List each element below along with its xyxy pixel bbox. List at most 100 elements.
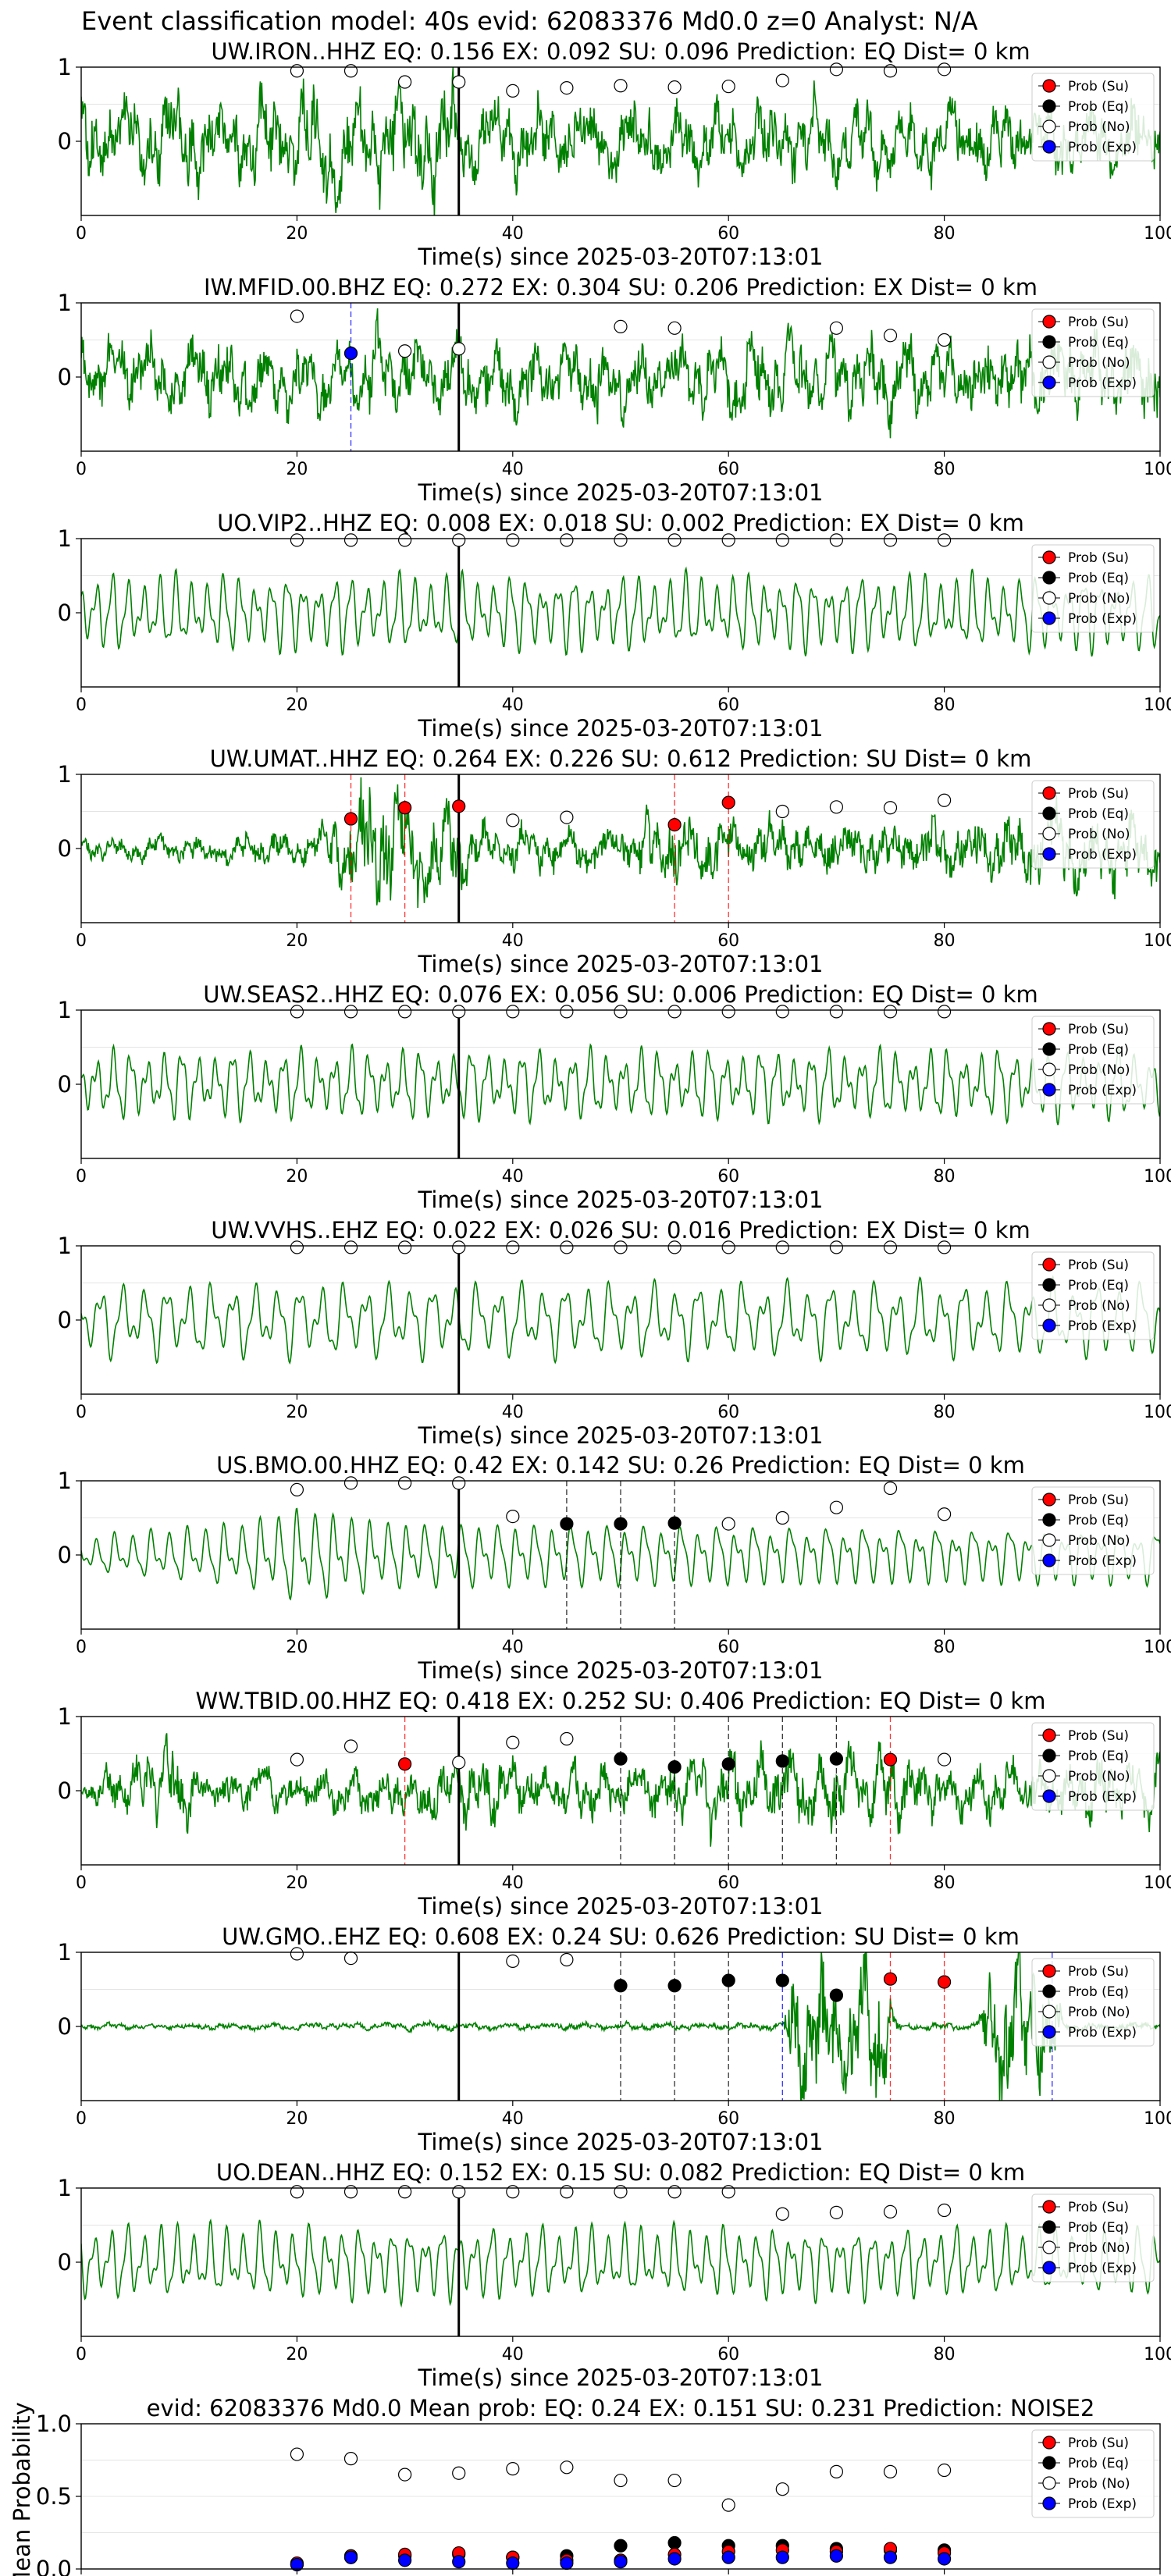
legend-label-no: Prob (No) — [1068, 1298, 1130, 1314]
chart-panel: UW.IRON..HHZ EQ: 0.156 EX: 0.092 SU: 0.0… — [58, 38, 1171, 270]
x-tick-label: 100 — [1144, 1167, 1171, 1187]
mean-prob-marker-exp — [397, 2553, 412, 2567]
legend-label-su: Prob (Su) — [1068, 79, 1129, 94]
legend-marker-no — [1042, 591, 1056, 605]
prob-marker-no — [560, 1005, 574, 1019]
legend-label-su: Prob (Su) — [1068, 2435, 1129, 2451]
chart-panel: UW.UMAT..HHZ EQ: 0.264 EX: 0.226 SU: 0.6… — [58, 745, 1171, 977]
chart-panel: UW.GMO..EHZ EQ: 0.608 EX: 0.24 SU: 0.626… — [58, 1923, 1171, 2155]
legend-marker-no — [1042, 2240, 1056, 2254]
legend-label-su: Prob (Su) — [1068, 1258, 1129, 1273]
legend-box — [1031, 1958, 1155, 2047]
x-tick-label: 60 — [717, 460, 739, 479]
legend: Prob (Su) Prob (Eq) Prob (No) Prob (Exp) — [1031, 2429, 1155, 2518]
waveform-trace — [81, 1043, 1160, 1126]
legend-marker-no — [1042, 1533, 1056, 1547]
panel-title: IW.MFID.00.BHZ EQ: 0.272 EX: 0.304 SU: 0… — [204, 274, 1038, 301]
prob-marker-no — [290, 1240, 304, 1254]
prob-marker-su — [397, 1757, 412, 1771]
y-tick-label: 1 — [58, 525, 72, 552]
x-axis-label: Time(s) since 2025-03-20T07:13:01 — [418, 1422, 824, 1449]
prob-marker-no — [452, 1476, 466, 1490]
legend-box — [1031, 1016, 1155, 1105]
x-tick-label: 0 — [76, 2345, 87, 2364]
y-tick-label: 1 — [58, 290, 72, 316]
prob-marker-no — [775, 2207, 789, 2221]
legend-box — [1031, 73, 1155, 162]
legend-label-eq: Prob (Eq) — [1068, 1513, 1129, 1528]
legend-marker-exp — [1042, 847, 1056, 861]
legend-marker-su — [1042, 550, 1056, 564]
prob-marker-no — [667, 80, 682, 94]
legend-box — [1031, 308, 1155, 397]
x-tick-label: 40 — [502, 224, 524, 244]
legend-label-exp: Prob (Exp) — [1068, 375, 1137, 391]
y-tick-label: 0 — [58, 600, 72, 626]
x-tick-label: 20 — [286, 2345, 308, 2364]
legend-label-exp: Prob (Exp) — [1068, 140, 1137, 155]
panel-title: UW.SEAS2..HHZ EQ: 0.076 EX: 0.056 SU: 0.… — [203, 981, 1038, 1008]
prob-marker-eq — [614, 1752, 628, 1766]
mean-prob-marker-no — [343, 2452, 358, 2466]
legend-label-su: Prob (Su) — [1068, 786, 1129, 802]
y-tick-label: 0 — [58, 1071, 72, 1098]
prob-marker-su — [721, 795, 735, 809]
legend-marker-eq — [1042, 1278, 1056, 1292]
legend-label-eq: Prob (Eq) — [1068, 1278, 1129, 1293]
x-tick-label: 40 — [502, 696, 524, 715]
legend-marker-su — [1042, 2200, 1056, 2214]
prob-marker-no — [290, 1752, 304, 1767]
y-tick-label: 1 — [58, 1703, 72, 1730]
prob-marker-no — [721, 533, 735, 547]
legend-marker-eq — [1042, 571, 1056, 585]
prob-marker-no — [667, 2185, 682, 2199]
prob-marker-eq — [775, 1973, 789, 1987]
legend-marker-exp — [1042, 2025, 1056, 2039]
y-tick-label: 0 — [58, 128, 72, 155]
legend-marker-eq — [1042, 806, 1056, 820]
prob-marker-no — [614, 319, 628, 333]
prob-marker-no — [937, 2203, 952, 2218]
x-tick-label: 100 — [1144, 696, 1171, 715]
x-tick-label: 0 — [76, 1167, 87, 1187]
prob-marker-no — [829, 1240, 844, 1254]
x-tick-label: 0 — [76, 1873, 87, 1893]
chart-panel: WW.TBID.00.HHZ EQ: 0.418 EX: 0.252 SU: 0… — [58, 1688, 1171, 1920]
prob-marker-no — [343, 1739, 358, 1753]
prob-marker-no — [775, 1005, 789, 1019]
prob-marker-no — [560, 810, 574, 824]
prob-marker-no — [290, 2185, 304, 2199]
x-tick-label: 60 — [717, 1167, 739, 1187]
legend: Prob (Su) Prob (Eq) Prob (No) Prob (Exp) — [1031, 780, 1155, 869]
x-tick-label: 60 — [717, 1403, 739, 1422]
waveform-trace — [81, 67, 1160, 215]
mean-prob-marker-no — [883, 2464, 898, 2478]
x-tick-label: 80 — [934, 460, 956, 479]
prob-marker-no — [829, 321, 844, 335]
legend-box — [1031, 780, 1155, 869]
legend-label-no: Prob (No) — [1068, 119, 1130, 135]
legend-marker-eq — [1042, 1984, 1056, 1998]
legend-marker-no — [1042, 1298, 1056, 1312]
legend: Prob (Su) Prob (Eq) Prob (No) Prob (Exp) — [1031, 2194, 1155, 2282]
x-axis-label: Time(s) since 2025-03-20T07:13:01 — [418, 1187, 824, 1213]
prob-marker-no — [506, 84, 520, 98]
legend-label-eq: Prob (Eq) — [1068, 806, 1129, 822]
legend-marker-no — [1042, 355, 1056, 369]
waveform-trace — [81, 2218, 1160, 2308]
prob-marker-eq — [614, 1979, 628, 1993]
x-tick-label: 40 — [502, 931, 524, 951]
x-tick-label: 100 — [1144, 2109, 1171, 2129]
legend-marker-exp — [1042, 1083, 1056, 1097]
x-tick-label: 20 — [286, 460, 308, 479]
x-tick-label: 20 — [286, 696, 308, 715]
y-tick-label: 0 — [58, 2249, 72, 2275]
x-tick-label: 100 — [1144, 224, 1171, 244]
x-tick-label: 80 — [934, 224, 956, 244]
legend-label-no: Prob (No) — [1068, 2005, 1130, 2020]
legend-label-no: Prob (No) — [1068, 1533, 1130, 1549]
station-panels: UW.IRON..HHZ EQ: 0.156 EX: 0.092 SU: 0.0… — [9, 38, 1171, 2576]
x-tick-label: 0 — [76, 1403, 87, 1422]
legend-label-exp: Prob (Exp) — [1068, 2261, 1137, 2276]
prob-marker-no — [937, 333, 952, 347]
